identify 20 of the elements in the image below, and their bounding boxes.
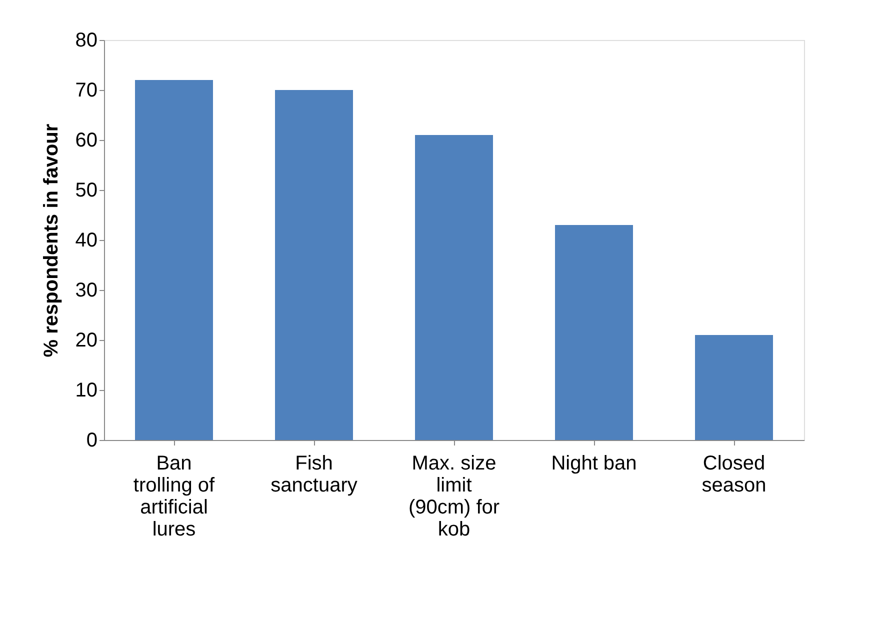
x-tick-label: Closed season: [702, 452, 766, 496]
y-tick-label: 60: [75, 130, 98, 152]
x-tick-label: Fish sanctuary: [270, 452, 358, 496]
y-tick-label: 20: [75, 330, 98, 352]
y-tick-label: 30: [75, 280, 98, 302]
bar: [415, 135, 493, 440]
bar: [555, 225, 633, 440]
bar: [135, 80, 213, 440]
y-tick-label: 70: [75, 80, 98, 102]
x-tick-label: Max. size limit (90cm) for kob: [408, 452, 500, 540]
bar: [695, 335, 773, 440]
y-tick-label: 40: [75, 230, 98, 252]
y-tick-label: 10: [75, 380, 98, 402]
y-tick-label: 80: [75, 30, 98, 52]
y-tick-label: 0: [86, 430, 98, 452]
y-axis-title: % respondents in favour: [40, 124, 62, 358]
y-tick-label: 50: [75, 180, 98, 202]
bar: [275, 90, 353, 440]
x-tick-label: Night ban: [551, 452, 637, 474]
x-tick-label: Ban trolling of artificial lures: [133, 452, 216, 540]
